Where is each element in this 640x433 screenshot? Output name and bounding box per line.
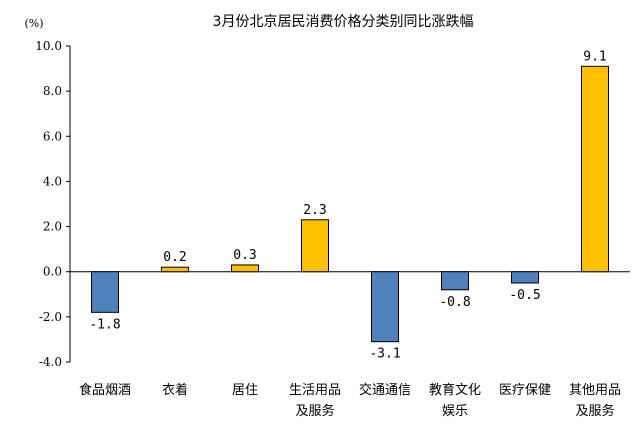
y-tick-label: -2.0: [39, 310, 62, 324]
data-label: 0.2: [163, 250, 186, 265]
x-tick-label: 医疗保健: [499, 383, 551, 398]
bar: [511, 271, 539, 284]
y-tick-label: 6.0: [43, 129, 62, 143]
bar: [161, 266, 189, 273]
x-tick-label: 生活用品: [289, 383, 341, 398]
x-tick-label: 食品烟酒: [79, 382, 131, 398]
x-tick-label: 及服务: [575, 403, 614, 419]
plot-area: 10.0 8.0 6.0 4.0 2.0 0.0 -2.0 -4.0 -1.8 食品烟酒 0.2 衣着…: [35, 39, 630, 419]
x-tick-label: 衣着: [162, 382, 188, 398]
x-tick-label: 教育文化: [429, 382, 481, 398]
data-label: -3.1: [369, 347, 400, 362]
y-tick-label: 0.0: [43, 265, 62, 279]
data-label: -1.8: [89, 317, 120, 332]
bar: [441, 271, 469, 291]
data-label: 2.3: [303, 203, 326, 218]
data-label: 0.3: [233, 248, 256, 263]
x-tick-label: 交通通信: [359, 382, 411, 398]
bar: [581, 65, 609, 273]
data-label: -0.5: [509, 288, 540, 303]
y-tick-label: 2.0: [43, 220, 62, 234]
y-tick-label: 8.0: [43, 84, 62, 98]
data-label: -0.8: [439, 295, 470, 310]
y-tick-label: 10.0: [35, 39, 62, 53]
x-tick-label: 娱乐: [442, 404, 468, 419]
y-tick-label: -4.0: [39, 355, 62, 369]
bar: [301, 219, 329, 273]
bar: [231, 264, 259, 273]
chart-title: 3月份北京居民消费价格分类别同比涨跌幅: [213, 14, 474, 30]
bar: [371, 271, 399, 343]
x-tick-label: 其他用品: [569, 383, 621, 398]
y-tick-label: 4.0: [43, 174, 62, 188]
y-axis-unit: (%): [24, 17, 43, 30]
bar: [91, 271, 119, 313]
data-label: 9.1: [583, 49, 606, 64]
x-tick-label: 居住: [232, 383, 258, 398]
x-tick-label: 及服务: [295, 403, 334, 419]
